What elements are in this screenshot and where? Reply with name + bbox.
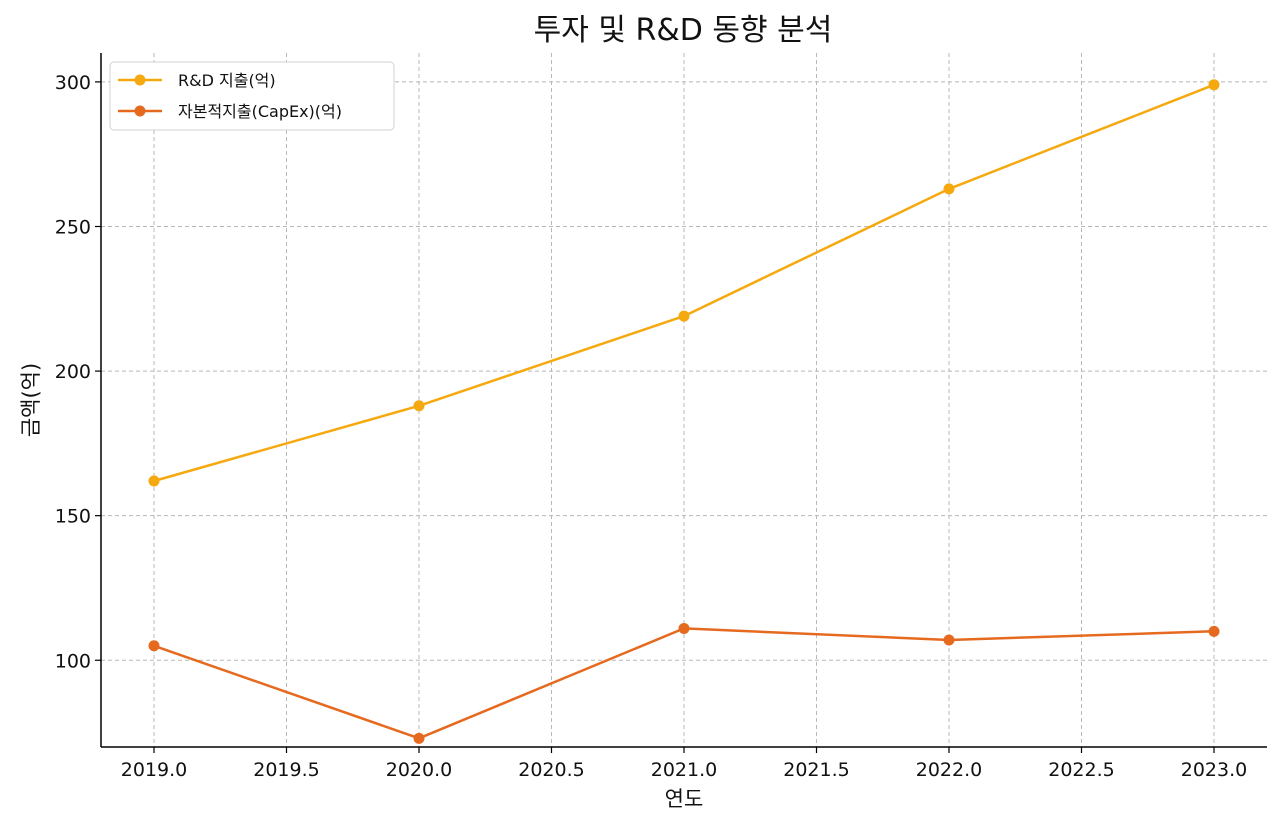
data-point-1-0	[148, 640, 160, 652]
data-point-0-2	[678, 310, 690, 322]
x-tick-label: 2020.0	[386, 759, 452, 781]
legend-marker-rnd	[134, 74, 146, 86]
x-tick-label: 2021.5	[783, 759, 849, 781]
data-point-0-4	[1208, 79, 1220, 91]
x-axis-label: 연도	[665, 787, 704, 811]
x-tick-label: 2022.0	[916, 759, 982, 781]
legend-box	[109, 61, 395, 131]
data-point-0-3	[943, 183, 955, 195]
y-ticks: 100 150 200 250 300	[55, 72, 101, 672]
y-tick-label: 200	[55, 361, 91, 383]
data-point-1-2	[678, 622, 690, 634]
data-point-1-4	[1208, 625, 1220, 637]
x-tick-label: 2020.5	[518, 759, 584, 781]
x-tick-label: 2019.0	[121, 759, 187, 781]
chart-title: 투자 및 R&D 동향 분석	[534, 13, 833, 48]
x-ticks: 2019.0 2019.5 2020.0 2020.5 2021.0 2021.5 2022…	[121, 747, 1247, 781]
grid	[101, 53, 1267, 747]
y-tick-label: 300	[55, 72, 91, 94]
y-tick-label: 250	[55, 217, 91, 239]
legend: R&D 지출(억) 자본적지출(CapEx)(억)	[109, 61, 395, 131]
data-point-0-1	[413, 400, 425, 412]
series-layer	[148, 79, 1220, 744]
x-tick-label: 2022.5	[1048, 759, 1114, 781]
y-axis-label: 금액(억)	[19, 363, 43, 437]
x-tick-label: 2019.5	[253, 759, 319, 781]
y-tick-label: 150	[55, 506, 91, 528]
x-tick-label: 2021.0	[651, 759, 717, 781]
legend-label-rnd: R&D 지출(억)	[178, 71, 276, 90]
data-point-0-0	[148, 475, 160, 487]
data-point-1-3	[943, 634, 955, 646]
x-tick-label: 2023.0	[1181, 759, 1247, 781]
legend-label-capex: 자본적지출(CapEx)(억)	[178, 102, 342, 121]
y-tick-label: 100	[55, 650, 91, 672]
data-point-1-1	[413, 732, 425, 744]
legend-marker-capex	[134, 105, 146, 117]
